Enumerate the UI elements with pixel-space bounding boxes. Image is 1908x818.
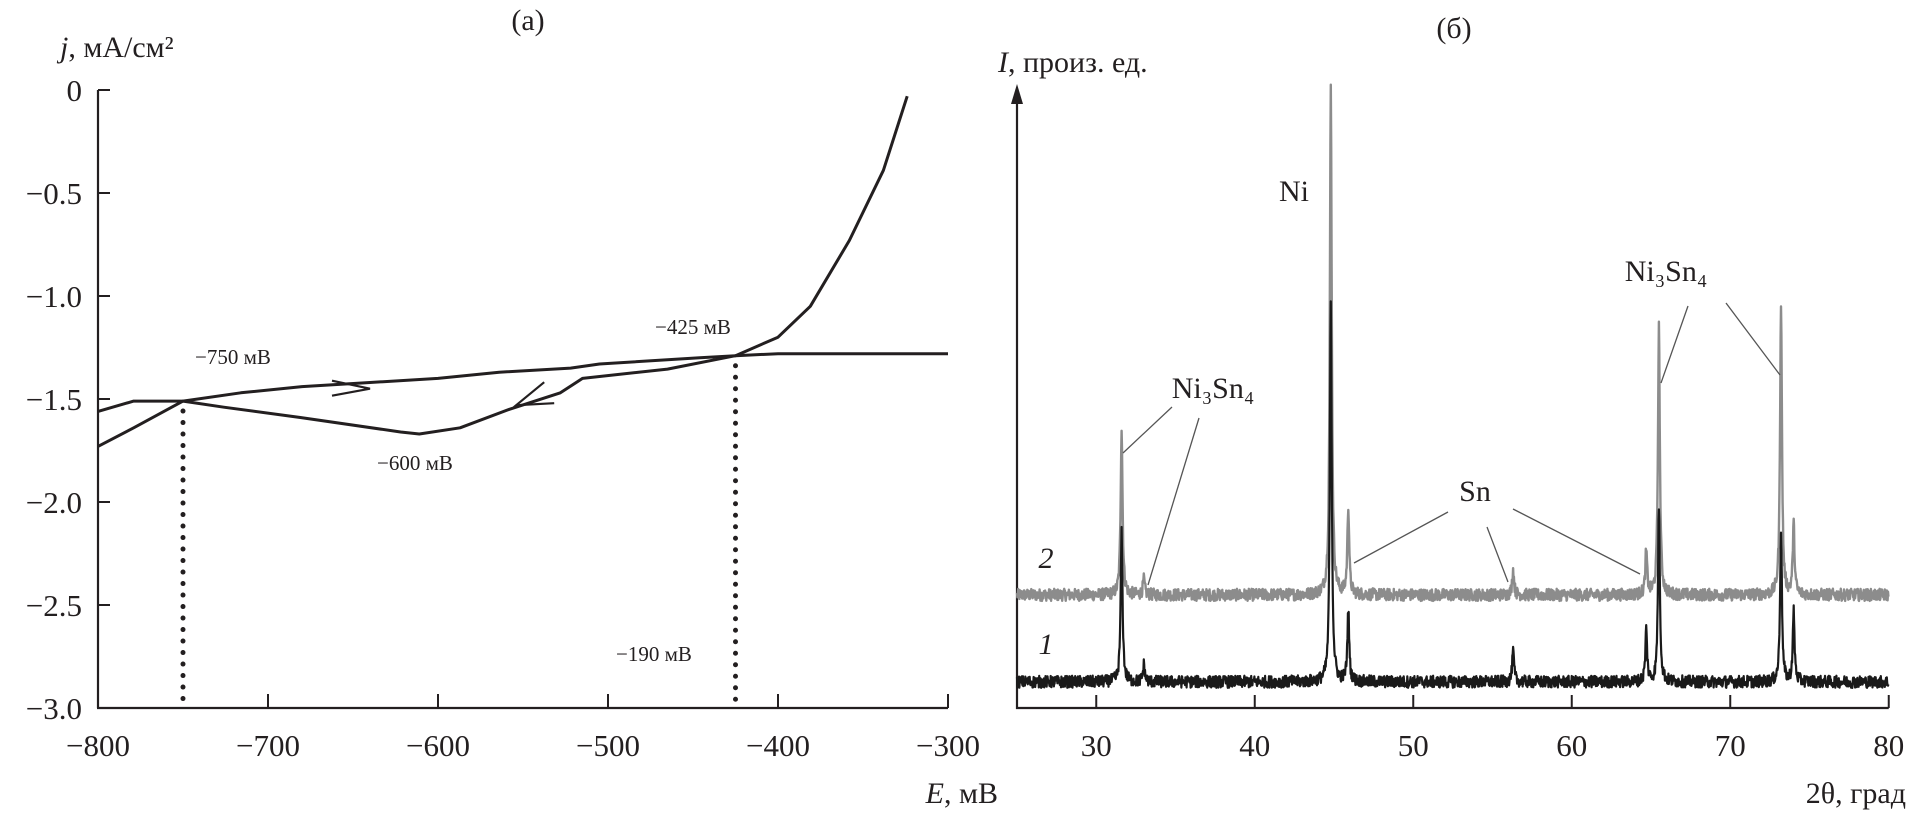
x-var: E [925,777,944,810]
direction-arrow-right [331,379,371,397]
phase-label: Ni [1279,175,1309,208]
xrd-pattern-2 [1015,83,1890,603]
plot-area-a: 0 −0.5 −1.0 −1.5 −2.0 −2.5 −3.0−800 −700 −600 −50… [26,73,980,763]
x-tick-label: 30 [1081,728,1112,763]
panel-a-label: (a) [511,4,544,37]
x-tick-label: 40 [1239,728,1270,763]
x-tick-label: −400 [746,728,810,763]
x-tick-label: −500 [576,728,640,763]
y-tick-label: −2.0 [26,485,82,520]
x-tick-label: −300 [916,728,980,763]
annotation-750: −750 мВ [195,345,271,369]
annotation-190: −190 мВ [616,642,692,666]
leader-line [1660,305,1689,384]
direction-arrow-left [512,381,555,407]
x-unit: , мВ [944,777,998,810]
y-tick-label: −2.5 [26,588,82,623]
y-unit: , мА/см² [68,31,173,64]
x-axis-title-a: E, мВ [925,777,998,810]
leader-line [1486,526,1509,583]
x-tick-label: −700 [236,728,300,763]
phase-label: Sn [1459,475,1491,508]
leader-line [1147,417,1200,586]
leader-line [1122,406,1173,454]
plot-area-b: 30 40 50 60 70 80 Ni Ni₃Sn₄ Ni₃Sn₄ Sn [1011,83,1904,763]
y-tick-label: −1.0 [26,279,82,314]
y-var: I [997,46,1010,79]
annotation-425: −425 мВ [655,315,731,339]
leader-line [1725,302,1781,376]
annotation-600: −600 мВ [377,451,453,475]
x-tick-label: 80 [1873,728,1904,763]
y-axis-title-a: j, мА/см² [56,31,174,64]
y-tick-label: −1.5 [26,382,82,417]
phase-label: Ni₃Sn₄ [1625,255,1708,288]
x-tick-label: 60 [1556,728,1587,763]
leader-line [1353,511,1449,564]
y-axis-arrow-icon [1011,84,1023,104]
xrd-pattern-1 [1015,300,1890,690]
y-unit: , произ. ед. [1008,46,1148,79]
phase-label: Ni₃Sn₄ [1172,372,1255,405]
series-line-forward-scan [97,95,909,448]
series-label-2: 2 [1039,542,1054,575]
leader-line [1512,508,1641,575]
y-tick-label: −3.0 [26,691,82,726]
x-tick-label: −800 [66,728,130,763]
y-axis-title-b: I, произ. ед. [997,46,1148,79]
y-tick-label: −0.5 [26,176,82,211]
x-tick-label: −600 [406,728,470,763]
x-axis-title-b: 2θ, град [1806,777,1906,810]
y-var: j [56,31,68,64]
panel-b: (б) I, произ. ед. 2θ, град 2 1 30 40 50 60 7… [997,12,1906,810]
x-tick-label: 50 [1398,728,1429,763]
panel-a: (a) j, мА/см² E, мВ −750 мВ −425 мВ −600… [26,4,998,810]
y-tick-label: 0 [67,73,83,108]
series-line-reverse-scan [97,352,948,436]
series-label-1: 1 [1039,628,1054,661]
panel-b-label: (б) [1436,12,1471,45]
x-tick-label: 70 [1715,728,1746,763]
